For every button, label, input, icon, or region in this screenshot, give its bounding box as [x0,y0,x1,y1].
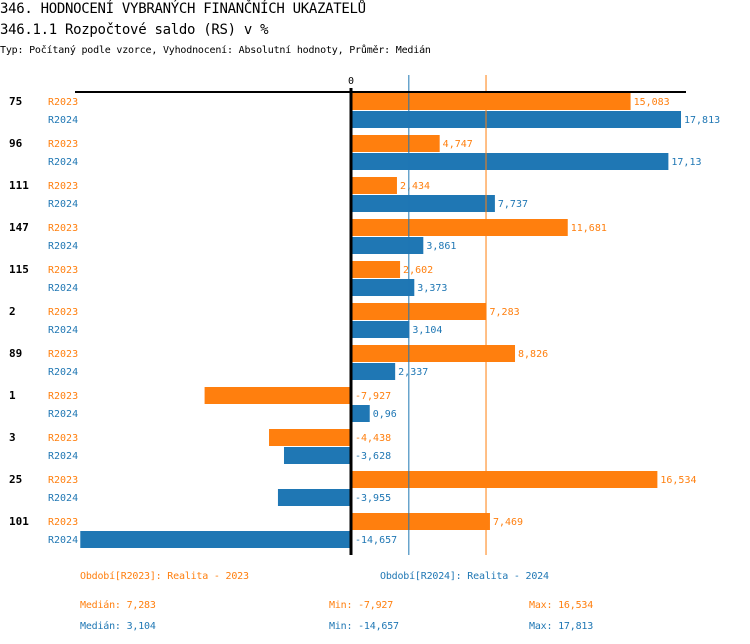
stat-max-r2023: Max: 16,534 [529,600,594,611]
category-label: 89 [9,347,22,360]
series-label-r2023: R2023 [48,517,78,528]
series-label-r2023: R2023 [48,349,78,360]
series-label-r2024: R2024 [48,325,78,336]
bar-r2024 [352,405,370,422]
value-label-r2024: -14,657 [355,535,397,546]
value-label-r2023: 16,534 [660,475,696,486]
value-label-r2023: 11,681 [571,223,607,234]
chart-info: Typ: Počítaný podle vzorce, Vyhodnocení:… [0,45,431,56]
series-label-r2024: R2024 [48,451,78,462]
stat-min-r2024: Min: -14,657 [329,621,399,632]
series-label-r2023: R2023 [48,391,78,402]
bar-r2024 [277,489,351,506]
bar-r2023 [352,93,631,110]
bar-r2024 [283,447,351,464]
series-label-r2024: R2024 [48,157,78,168]
value-label-r2023: 15,083 [634,97,670,108]
value-label-r2023: -4,438 [355,433,391,444]
series-label-r2023: R2023 [48,139,78,150]
bar-r2023 [352,135,440,152]
series-label-r2024: R2024 [48,367,78,378]
series-label-r2024: R2024 [48,115,78,126]
chart-title: 346.1.1 Rozpočtové saldo (RS) v % [0,22,269,38]
series-label-r2024: R2024 [48,283,78,294]
bar-r2023 [352,303,487,320]
value-label-r2024: -3,628 [355,451,391,462]
value-label-r2024: 0,96 [373,409,397,420]
category-label: 147 [9,221,29,234]
series-label-r2023: R2023 [48,181,78,192]
bar-r2023 [352,177,397,194]
category-label: 96 [9,137,23,150]
category-label: 25 [9,473,22,486]
bar-r2023 [352,261,401,278]
zero-tick-label: 0 [348,76,354,87]
value-label-r2024: 3,104 [412,325,442,336]
stat-max-r2024: Max: 17,813 [529,621,594,632]
stat-min-r2023: Min: -7,927 [329,600,394,611]
series-label-r2023: R2023 [48,223,78,234]
value-label-r2024: 3,373 [417,283,447,294]
category-label: 75 [9,95,22,108]
legend-r2024: Období[R2024]: Realita - 2024 [380,571,549,582]
page-title: 346. HODNOCENÍ VYBRANÝCH FINANČNÍCH UKAZ… [0,1,366,17]
value-label-r2024: -3,955 [355,493,391,504]
legend-r2023: Období[R2023]: Realita - 2023 [80,571,249,582]
bar-r2024 [352,279,415,296]
stat-median-r2023: Medián: 7,283 [80,600,156,611]
series-label-r2023: R2023 [48,307,78,318]
bar-r2024 [352,237,424,254]
value-label-r2023: 7,283 [490,307,520,318]
bar-r2024 [80,531,351,548]
value-label-r2023: 8,826 [518,349,548,360]
category-label: 3 [9,431,16,444]
bar-r2023 [352,219,568,236]
value-label-r2023: -7,927 [355,391,391,402]
series-label-r2023: R2023 [48,433,78,444]
bar-r2024 [352,321,410,338]
value-label-r2023: 2,602 [403,265,433,276]
series-label-r2023: R2023 [48,97,78,108]
bar-r2023 [352,345,516,362]
bar-r2024 [352,195,495,212]
category-label: 101 [9,515,29,528]
value-label-r2023: 7,469 [493,517,523,528]
category-label: 111 [9,179,29,192]
bar-r2023 [352,471,658,488]
category-label: 1 [9,389,16,402]
bar-r2024 [352,111,682,128]
bar-r2024 [352,363,396,380]
series-label-r2023: R2023 [48,475,78,486]
bar-r2023 [269,429,351,446]
value-label-r2023: 2,434 [400,181,430,192]
stat-median-r2024: Medián: 3,104 [80,621,156,632]
value-label-r2024: 17,813 [684,115,720,126]
series-label-r2023: R2023 [48,265,78,276]
value-label-r2023: 4,747 [443,139,473,150]
category-label: 115 [9,263,29,276]
value-label-r2024: 7,737 [498,199,528,210]
series-label-r2024: R2024 [48,535,78,546]
series-label-r2024: R2024 [48,493,78,504]
series-label-r2024: R2024 [48,199,78,210]
value-label-r2024: 3,861 [426,241,456,252]
category-label: 2 [9,305,16,318]
value-label-r2024: 2,337 [398,367,428,378]
series-label-r2024: R2024 [48,409,78,420]
bar-r2023 [204,387,351,404]
bar-r2024 [352,153,669,170]
bar-r2023 [352,513,490,530]
series-label-r2024: R2024 [48,241,78,252]
value-label-r2024: 17,13 [671,157,701,168]
